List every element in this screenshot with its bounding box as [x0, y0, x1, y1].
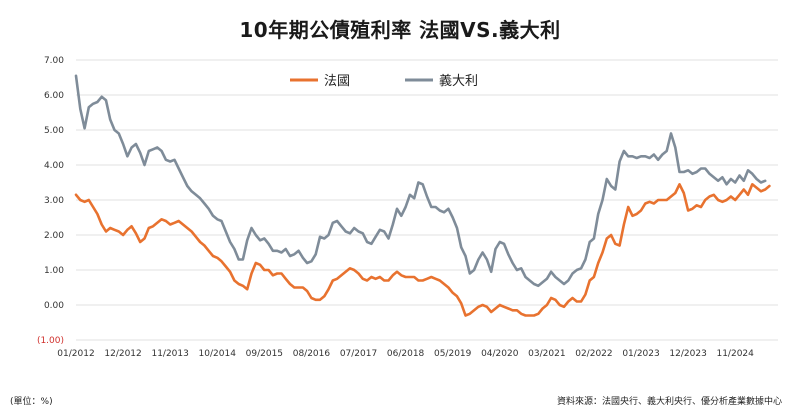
x-tick-label: 12/2023	[669, 349, 706, 359]
x-tick-label: 02/2022	[575, 349, 612, 359]
x-tick-label: 12/2012	[104, 349, 141, 359]
x-tick-label: 10/2014	[199, 349, 237, 359]
series-line-france	[74, 183, 771, 317]
unit-note: (單位：%)	[10, 397, 53, 407]
legend: 法國 義大利	[290, 73, 478, 89]
x-tick-label: 05/2019	[434, 349, 472, 359]
x-tick-label: 08/2016	[293, 349, 331, 359]
x-tick-label: 11/2013	[151, 349, 188, 359]
x-tick-label: 06/2018	[387, 349, 425, 359]
chart-title: 10年期公債殖利率 法國VS.義大利	[239, 18, 561, 42]
y-axis-ticks: 7.00 6.00 5.00 4.00 3.00 2.00 1.00 0.00 (1.00)	[37, 56, 64, 346]
y-tick-label: (1.00)	[37, 336, 64, 346]
y-tick-label: 7.00	[44, 56, 64, 66]
legend-label: 義大利	[439, 73, 478, 89]
x-axis-ticks: 01/2012 12/2012 11/2013 10/2014 09/2015 08/20…	[57, 349, 754, 359]
y-tick-label: 1.00	[44, 266, 64, 276]
x-tick-label: 11/2024	[716, 349, 754, 359]
y-tick-label: 4.00	[44, 161, 64, 171]
y-tick-label: 6.00	[44, 91, 64, 101]
source-note: 資料來源：法國央行、義大利央行、優分析產業數據中心	[556, 397, 782, 407]
y-tick-label: 0.00	[44, 301, 64, 311]
x-tick-label: 03/2021	[528, 349, 565, 359]
x-tick-label: 09/2015	[246, 349, 283, 359]
series-line-italy	[74, 74, 767, 288]
y-tick-label: 2.00	[44, 231, 64, 241]
series-lines	[74, 74, 771, 317]
grid-lines	[76, 59, 778, 341]
x-tick-label: 07/2017	[340, 349, 377, 359]
x-tick-label: 01/2023	[622, 349, 659, 359]
x-tick-label: 04/2020	[481, 349, 519, 359]
y-tick-label: 3.00	[44, 196, 64, 206]
legend-label: 法國	[324, 74, 350, 89]
y-tick-label: 5.00	[44, 126, 64, 136]
x-tick-label: 01/2012	[57, 349, 94, 359]
